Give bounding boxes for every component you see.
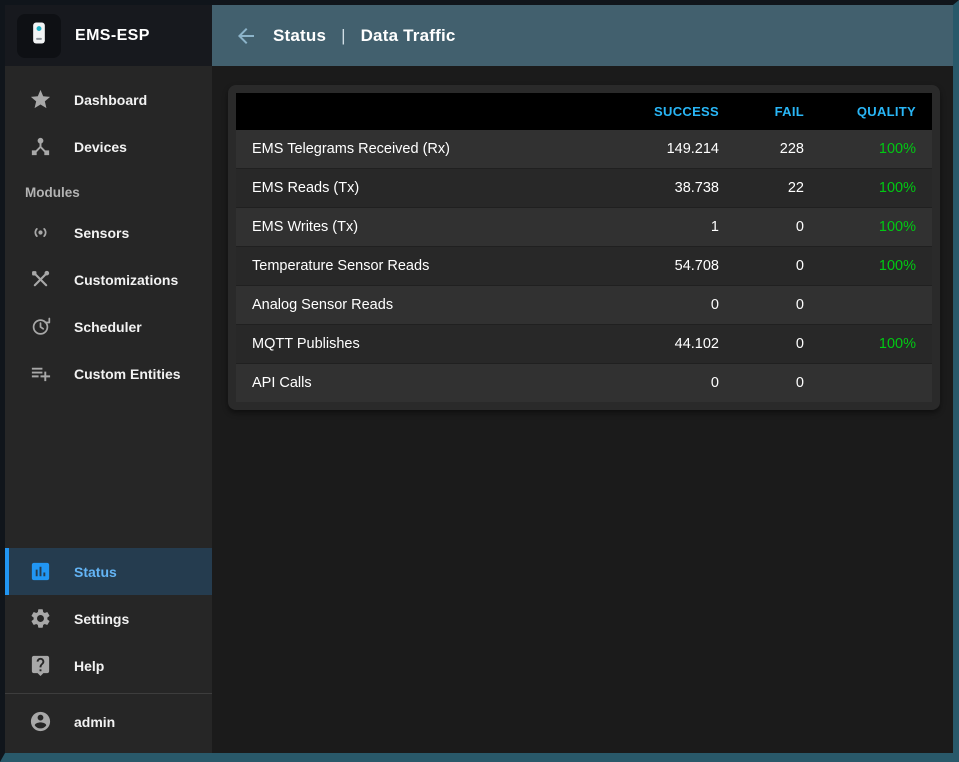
metric-label: EMS Writes (Tx) bbox=[236, 207, 590, 247]
column-header-quality: QUALITY bbox=[820, 93, 932, 130]
sidebar-item-custom-entities[interactable]: Custom Entities bbox=[5, 350, 212, 397]
sidebar-divider bbox=[5, 693, 212, 694]
main-area: Status | Data Traffic SUCCESS bbox=[212, 5, 953, 753]
sidebar-section-modules: Modules bbox=[25, 185, 80, 200]
quality-value: 100% bbox=[820, 207, 932, 247]
table-row: API Calls 0 0 bbox=[236, 363, 932, 403]
success-value: 0 bbox=[590, 285, 735, 325]
sidebar-item-customizations[interactable]: Customizations bbox=[5, 256, 212, 303]
sidebar-item-user[interactable]: admin bbox=[5, 698, 212, 745]
ems-esp-device-icon bbox=[25, 19, 53, 52]
back-button[interactable] bbox=[234, 24, 258, 48]
success-value: 54.708 bbox=[590, 246, 735, 286]
sidebar-item-label: Dashboard bbox=[74, 91, 148, 108]
success-value: 1 bbox=[590, 207, 735, 247]
sidebar-bottom-padding bbox=[5, 745, 212, 753]
fail-value: 0 bbox=[795, 375, 804, 391]
quality-value: 100% bbox=[820, 324, 932, 364]
quality-value: 100% bbox=[820, 168, 932, 208]
success-value: 44.102 bbox=[590, 324, 735, 364]
sidebar-item-label: Custom Entities bbox=[74, 365, 181, 382]
quality-value bbox=[820, 364, 932, 403]
sidebar-item-label: Help bbox=[74, 657, 105, 674]
column-header-success: SUCCESS bbox=[590, 93, 735, 130]
fail-value: 0 bbox=[735, 246, 820, 286]
sidebar-nav: Dashboard Devices Modules Sensors bbox=[5, 66, 212, 753]
playlist-add-icon bbox=[29, 362, 52, 385]
table-row: Temperature Sensor Reads 54.708 0 100% bbox=[236, 246, 932, 286]
account-circle-icon bbox=[29, 710, 52, 733]
sidebar-item-label: Settings bbox=[74, 610, 130, 627]
sidebar-item-settings[interactable]: Settings bbox=[5, 595, 212, 642]
sidebar-item-devices[interactable]: Devices bbox=[5, 123, 212, 170]
metric-label: EMS Telegrams Received (Rx) bbox=[236, 130, 590, 169]
sidebar-item-help[interactable]: Help bbox=[5, 642, 212, 689]
star-icon bbox=[29, 88, 52, 111]
column-header-fail: FAIL bbox=[735, 93, 820, 130]
success-value: 38.738 bbox=[590, 168, 735, 208]
sidebar-item-label: Customizations bbox=[74, 271, 179, 288]
table-row: Analog Sensor Reads 0 0 bbox=[236, 285, 932, 325]
metric-label: MQTT Publishes bbox=[236, 324, 590, 364]
header-section-title: Status bbox=[273, 25, 327, 45]
metric-label: EMS Reads (Tx) bbox=[236, 168, 590, 208]
clock-update-icon bbox=[29, 315, 52, 338]
fail-value: 0 bbox=[735, 207, 820, 247]
column-header-metric bbox=[236, 93, 590, 130]
fail-value: 228 bbox=[735, 130, 820, 169]
app-header: Status | Data Traffic bbox=[212, 5, 953, 66]
table-header-row: SUCCESS FAIL QUALITY bbox=[236, 93, 932, 130]
metric-label: Analog Sensor Reads bbox=[236, 285, 590, 325]
header-page-title: Data Traffic bbox=[360, 25, 456, 45]
sidebar-item-label: Devices bbox=[74, 138, 127, 155]
data-traffic-table: SUCCESS FAIL QUALITY EMS Telegrams Recei… bbox=[236, 93, 932, 402]
fail-value: 0 bbox=[735, 285, 820, 325]
app-logo bbox=[17, 13, 61, 58]
gear-icon bbox=[29, 607, 52, 630]
sidebar-item-dashboard[interactable]: Dashboard bbox=[5, 76, 212, 123]
success-value: 0 bbox=[710, 375, 719, 391]
tools-icon bbox=[29, 268, 52, 291]
table-row: EMS Telegrams Received (Rx) 149.214 228 … bbox=[236, 130, 932, 169]
table-row: EMS Writes (Tx) 1 0 100% bbox=[236, 207, 932, 247]
sidebar: EMS-ESP Dashboard Devices Modules bbox=[5, 5, 212, 753]
sidebar-spacer bbox=[5, 397, 212, 548]
sensors-icon bbox=[29, 221, 52, 244]
sidebar-item-label: Sensors bbox=[74, 224, 130, 241]
sidebar-item-label: admin bbox=[74, 713, 116, 730]
app-logo-bar: EMS-ESP bbox=[5, 5, 212, 66]
data-traffic-card: SUCCESS FAIL QUALITY EMS Telegrams Recei… bbox=[228, 85, 940, 410]
device-hub-icon bbox=[29, 135, 52, 158]
sidebar-item-sensors[interactable]: Sensors bbox=[5, 209, 212, 256]
table-row: EMS Reads (Tx) 38.738 22 100% bbox=[236, 168, 932, 208]
sidebar-item-label: Status bbox=[74, 563, 117, 580]
success-value: 149.214 bbox=[590, 130, 735, 169]
sidebar-item-scheduler[interactable]: Scheduler bbox=[5, 303, 212, 350]
arrow-back-icon bbox=[238, 27, 254, 44]
table-row: MQTT Publishes 44.102 0 100% bbox=[236, 324, 932, 364]
help-icon bbox=[29, 654, 52, 677]
bar-chart-icon bbox=[29, 560, 52, 583]
app-title: EMS-ESP bbox=[75, 26, 150, 44]
sidebar-item-status[interactable]: Status bbox=[5, 548, 212, 595]
quality-value bbox=[820, 285, 932, 325]
quality-value: 100% bbox=[820, 246, 932, 286]
fail-value: 22 bbox=[735, 168, 820, 208]
sidebar-item-label: Scheduler bbox=[74, 318, 142, 335]
content-area: SUCCESS FAIL QUALITY EMS Telegrams Recei… bbox=[212, 66, 953, 753]
quality-value: 100% bbox=[820, 130, 932, 169]
breadcrumb-separator: | bbox=[341, 25, 346, 45]
metric-label: Temperature Sensor Reads bbox=[236, 246, 590, 286]
metric-label: API Calls bbox=[252, 375, 312, 391]
fail-value: 0 bbox=[735, 324, 820, 364]
